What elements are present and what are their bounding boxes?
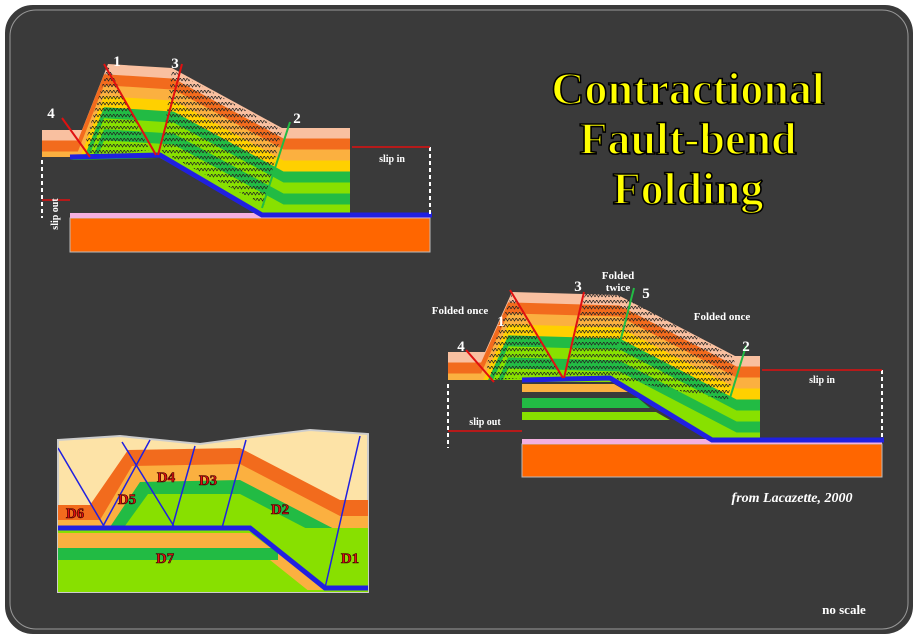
title-line: Folding: [613, 163, 764, 214]
title-line: Fault-bend: [579, 113, 797, 164]
domain-label: D1: [341, 551, 359, 567]
fault-label: 2: [293, 111, 301, 127]
folded-zone: [86, 66, 150, 157]
fault-label: 2: [742, 339, 750, 355]
thrust-fault: [69, 152, 432, 218]
domain-label: D6: [66, 506, 85, 522]
thin-layer: [70, 213, 430, 218]
frame-inner: [9, 9, 909, 630]
diagram-3: D4 D3 D5 D2 D6 D7 D1: [57, 428, 369, 593]
folded-zone: [486, 294, 560, 380]
slip-label: slip in: [809, 375, 835, 386]
scale-note: no scale: [822, 602, 866, 617]
fault-line: [509, 289, 564, 379]
fault-line: [563, 291, 585, 379]
rock-layer: [522, 412, 670, 420]
annotation: Folded once: [694, 311, 751, 323]
title: Contractional Fault-bend Folding: [550, 62, 825, 215]
domain-label: D4: [157, 470, 176, 486]
slip-label: slip out: [50, 198, 61, 230]
domain-label: D3: [199, 473, 217, 489]
rock-layer: [522, 384, 628, 392]
fault-label: 4: [457, 339, 465, 355]
fault-label: 1: [113, 54, 121, 70]
rock-layer: [448, 302, 760, 379]
thin-layer: [522, 439, 882, 444]
thrust-fault: [521, 375, 884, 443]
fault-line: [261, 121, 291, 209]
rock-layer: [448, 313, 760, 390]
credit: from Lacazette, 2000: [732, 491, 853, 506]
fault-line: [729, 345, 747, 399]
fault-line: [157, 63, 183, 156]
fault-label: 3: [574, 279, 582, 295]
basement-layer: [521, 443, 883, 478]
domain-label: D5: [118, 492, 136, 508]
slip-label: slip in: [379, 154, 405, 165]
rock-layer: [42, 74, 350, 153]
diagram-2: 1 3 4 5 2 Folded once Folded twice Folde…: [432, 270, 884, 478]
fault-line: [465, 349, 495, 383]
fault-label: 4: [47, 106, 55, 122]
rock-layer: [522, 398, 650, 408]
fault-label: 5: [642, 286, 650, 302]
fault-label: 1: [497, 314, 505, 330]
domain-label: D2: [271, 502, 289, 518]
basement-layer: [69, 217, 431, 253]
title-line: Contractional: [551, 63, 824, 114]
annotation: Folded: [602, 270, 634, 282]
slip-label: slip out: [469, 417, 501, 428]
fault-line: [61, 117, 91, 158]
domain-label: D7: [156, 551, 175, 567]
fault-line: [103, 63, 157, 156]
annotation: twice: [606, 282, 631, 294]
fault-label: 3: [171, 56, 179, 72]
annotation: Folded once: [432, 305, 489, 317]
fault-line: [617, 287, 635, 351]
folded-zone: [566, 294, 735, 400]
folded-zone: [162, 70, 282, 205]
